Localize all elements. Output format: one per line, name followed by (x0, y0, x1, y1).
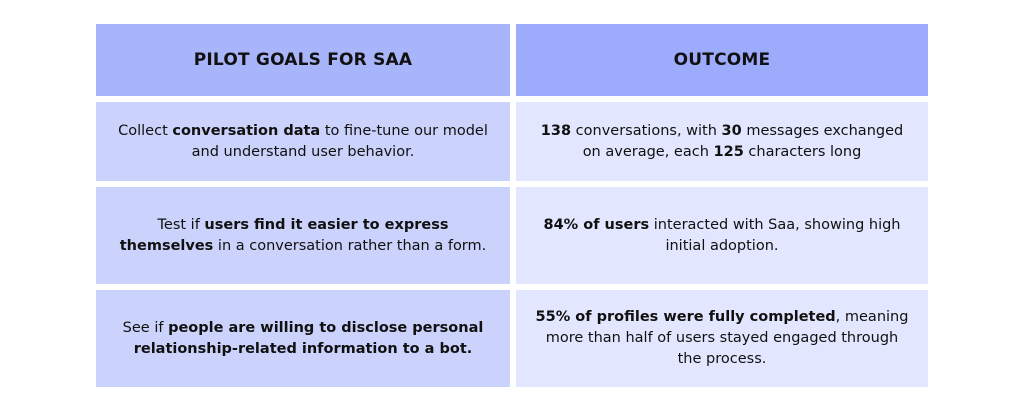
bold-text: 125 (713, 143, 744, 160)
text-run: See if (122, 319, 169, 336)
bold-text: 84% of users (543, 216, 650, 233)
text-run: , meaning more than half of users stayed… (545, 309, 909, 367)
bold-text: users find it easier to express themselv… (119, 216, 449, 254)
cell-text: Collect conversation data to fine-tune o… (112, 121, 494, 163)
table-cell: 55% of profiles were fully completed, me… (516, 290, 928, 387)
text-run: in a conversation rather than a form. (213, 237, 487, 254)
text-run: messages exchanged on average, each (582, 122, 904, 160)
text-run: to fine-tune our model and understand us… (191, 122, 488, 160)
table: PILOT GOALS FOR SAA OUTCOME Collect conver… (96, 24, 928, 387)
text-run: Test if (157, 216, 205, 233)
cell-text: See if people are willing to disclose pe… (112, 318, 494, 360)
header-cell: PILOT GOALS FOR SAA (96, 24, 510, 96)
bold-text: conversation data (172, 122, 321, 139)
table-cell: Collect conversation data to fine-tune o… (96, 102, 510, 181)
table-cell: See if people are willing to disclose pe… (96, 290, 510, 387)
header-cell: OUTCOME (516, 24, 928, 96)
text-run: characters long (743, 143, 862, 160)
text-run: conversations, with (571, 122, 722, 139)
text-run: Collect (118, 122, 173, 139)
bold-text: 30 (721, 122, 742, 139)
table-cell: Test if users find it easier to express … (96, 187, 510, 284)
table-cell: 138 conversations, with 30 messages exch… (516, 102, 928, 181)
cell-text: 55% of profiles were fully completed, me… (532, 307, 912, 370)
bold-text: people are willing to disclose personal … (133, 319, 484, 357)
bold-text: 138 (540, 122, 572, 139)
cell-text: 84% of users interacted with Saa, showin… (532, 215, 912, 257)
bold-text: 55% of profiles were fully completed (535, 309, 836, 325)
cell-text: Test if users find it easier to express … (112, 215, 494, 257)
text-run: interacted with Saa, showing high initia… (649, 216, 901, 254)
cell-text: 138 conversations, with 30 messages exch… (532, 121, 912, 163)
table-cell: 84% of users interacted with Saa, showin… (516, 187, 928, 284)
